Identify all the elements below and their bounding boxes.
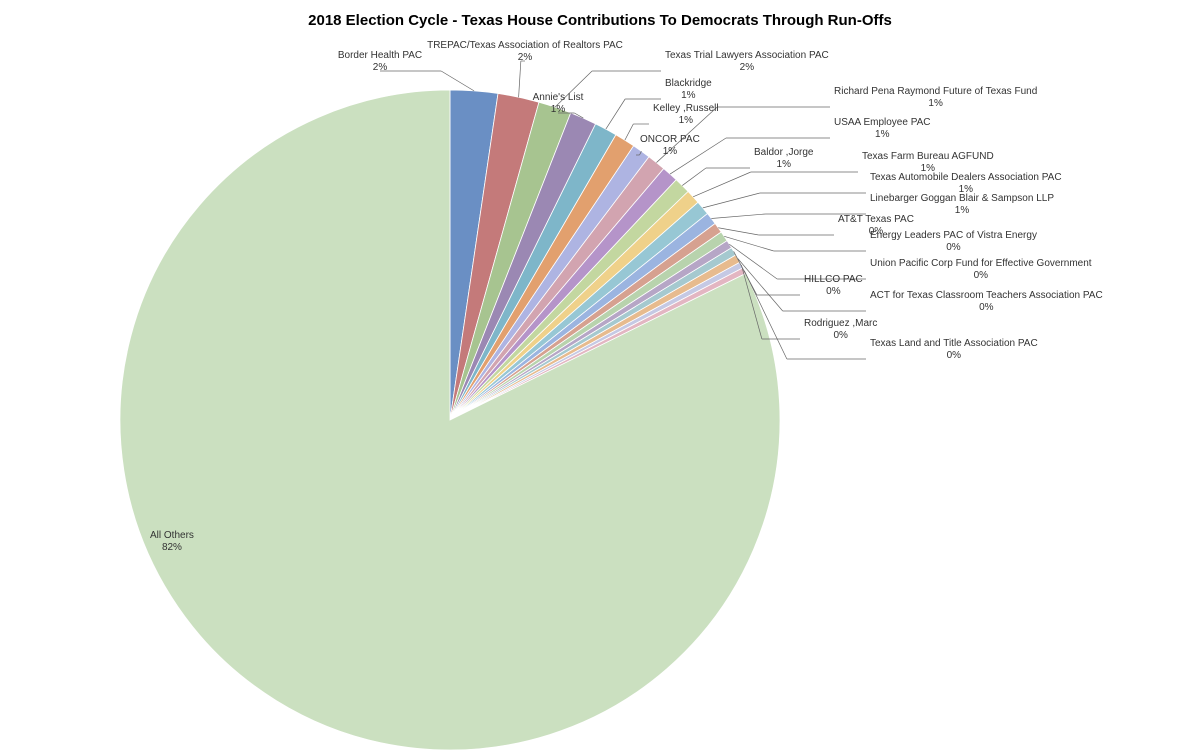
slice-label: Blackridge1% (665, 78, 712, 102)
pie-chart (120, 90, 780, 750)
slice-label: Richard Pena Raymond Future of Texas Fun… (834, 86, 1037, 110)
slice-label: ACT for Texas Classroom Teachers Associa… (870, 290, 1103, 314)
slice-label-all-others: All Others82% (150, 530, 194, 554)
slice-label: Kelley ,Russell1% (653, 103, 719, 127)
slice-label: Annie's List1% (533, 92, 584, 116)
slice-label: Texas Trial Lawyers Association PAC2% (665, 50, 829, 74)
chart-container: 2018 Election Cycle - Texas House Contri… (0, 0, 1200, 752)
slice-label: ONCOR PAC1% (640, 134, 700, 158)
slice-label: TREPAC/Texas Association of Realtors PAC… (427, 40, 623, 64)
slice-label: Union Pacific Corp Fund for Effective Go… (870, 258, 1092, 282)
slice-label: Border Health PAC2% (338, 50, 422, 74)
chart-title: 2018 Election Cycle - Texas House Contri… (0, 12, 1200, 29)
slice-label: Rodriguez ,Marc0% (804, 318, 877, 342)
slice-label: USAA Employee PAC1% (834, 117, 931, 141)
slice-label: Texas Land and Title Association PAC0% (870, 338, 1038, 362)
slice-label: Baldor ,Jorge1% (754, 147, 813, 171)
slice-label: Energy Leaders PAC of Vistra Energy0% (870, 230, 1037, 254)
slice-label: HILLCO PAC0% (804, 274, 863, 298)
